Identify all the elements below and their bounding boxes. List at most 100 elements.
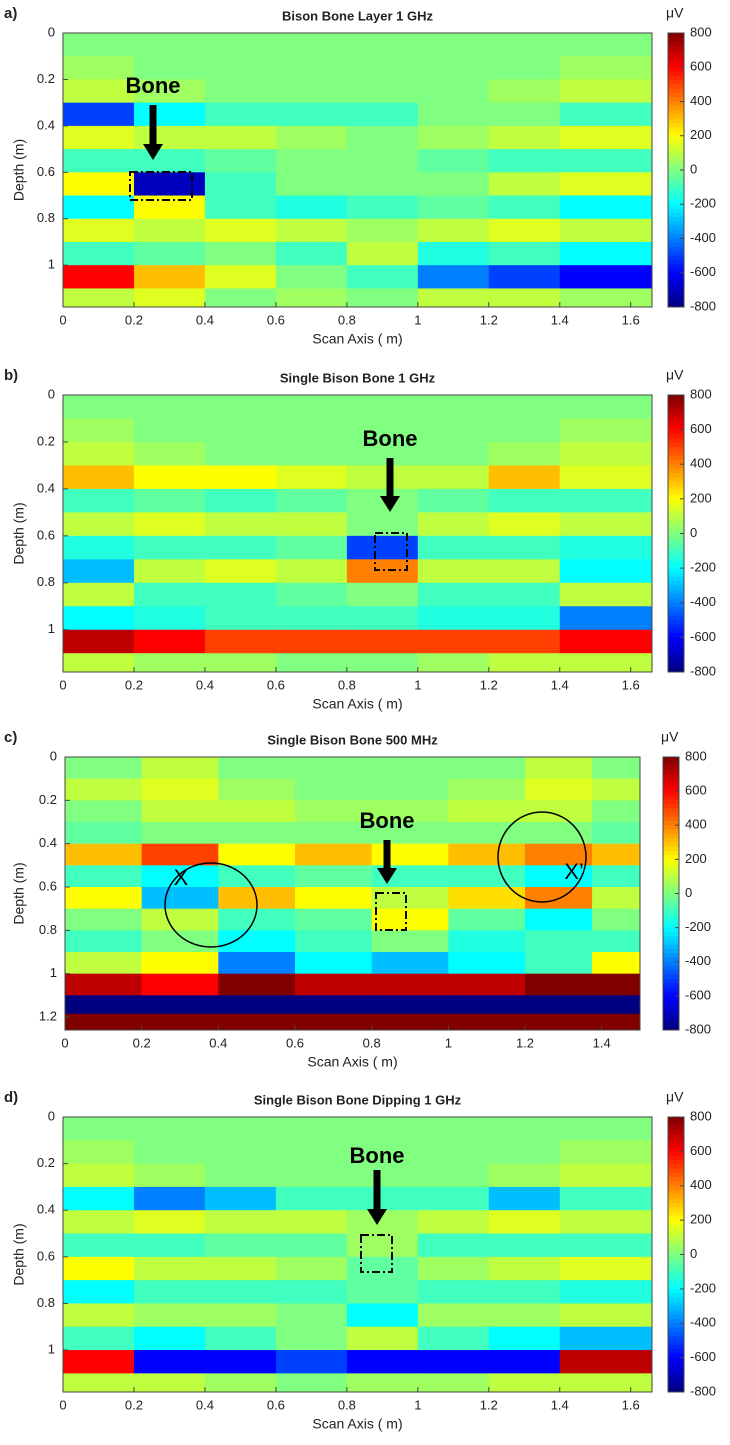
colorbar-swatch xyxy=(663,808,679,813)
chart-title: Single Bison Bone Dipping 1 GHz xyxy=(254,1092,462,1107)
heatmap-cell xyxy=(559,172,653,197)
heatmap-cell xyxy=(204,1233,277,1258)
heatmap-cell xyxy=(63,606,135,631)
colorbar-swatch xyxy=(668,459,684,465)
heatmap-cell xyxy=(559,1373,653,1393)
heatmap-cell xyxy=(346,395,419,419)
colorbar-swatch xyxy=(668,407,684,413)
colorbar-swatch xyxy=(668,289,684,295)
heatmap-cell xyxy=(417,1140,490,1165)
heatmap-cell xyxy=(133,172,206,197)
colorbar-swatch xyxy=(668,559,684,565)
heatmap-cell xyxy=(204,195,277,220)
colorbar-swatch xyxy=(668,1159,684,1165)
colorbar-swatch xyxy=(668,1228,684,1234)
heatmap-cell xyxy=(592,843,641,866)
heatmap-cell xyxy=(346,1233,419,1258)
annotation: Bone xyxy=(363,426,418,451)
y-tick-label: 0.2 xyxy=(37,433,55,448)
colorbar-tick-label: -800 xyxy=(690,663,716,678)
colorbar-swatch xyxy=(668,520,684,526)
heatmap-cell xyxy=(592,995,641,1015)
x-tick-label: 1.2 xyxy=(480,312,498,327)
heatmap-cell xyxy=(559,288,653,308)
colorbar-swatch xyxy=(663,991,679,997)
heatmap-cell xyxy=(204,1140,277,1165)
heatmap-cell xyxy=(275,33,348,57)
heatmap-cell xyxy=(63,102,135,127)
colorbar-swatch xyxy=(668,161,684,167)
colorbar-tick-label: 800 xyxy=(685,748,707,763)
heatmap-cell xyxy=(488,395,561,419)
heatmap-cell xyxy=(346,1186,419,1211)
colorbar-swatch xyxy=(668,264,684,269)
colorbar-swatch xyxy=(668,92,684,98)
colorbar-swatch xyxy=(668,524,684,530)
colorbar-swatch xyxy=(668,272,684,278)
colorbar-swatch xyxy=(663,923,679,929)
heatmap-cell xyxy=(133,1186,206,1211)
colorbar-swatch xyxy=(668,633,684,638)
colorbar-swatch xyxy=(668,1241,684,1247)
heatmap-cell xyxy=(346,149,419,173)
heatmap-cell xyxy=(488,79,561,104)
colorbar-swatch xyxy=(663,791,679,796)
heatmap-cell xyxy=(275,56,348,80)
colorbar-swatch xyxy=(668,1245,684,1251)
colorbar-swatch xyxy=(668,537,684,543)
colorbar-swatch xyxy=(668,88,684,94)
colorbar-tick-label: 800 xyxy=(690,386,712,401)
colorbar-swatch xyxy=(668,589,684,595)
colorbar-swatch xyxy=(668,187,684,192)
heatmap-cell xyxy=(204,1326,277,1351)
x-tick-label: 0.8 xyxy=(338,677,356,692)
heatmap-cell xyxy=(371,800,449,823)
heatmap-cell xyxy=(525,778,593,801)
colorbar-swatch xyxy=(668,1258,684,1264)
heatmap-cell xyxy=(141,908,219,931)
heatmap-cell xyxy=(141,865,219,888)
colorbar-tick-label: 800 xyxy=(690,1108,712,1123)
panel-label: c) xyxy=(4,729,17,746)
heatmap-cell xyxy=(133,535,206,560)
heatmap-cell xyxy=(346,1163,419,1188)
colorbar-swatch xyxy=(668,412,684,418)
colorbar-swatch xyxy=(668,1233,684,1238)
colorbar-swatch xyxy=(668,84,684,90)
heatmap-cell xyxy=(592,908,641,931)
heatmap-cell xyxy=(275,1233,348,1258)
heatmap-cell xyxy=(63,535,135,560)
colorbar-swatch xyxy=(668,1361,684,1367)
y-tick-label: 0.2 xyxy=(37,1155,55,1170)
colorbar-tick-label: 0 xyxy=(690,525,697,540)
heatmap-cell xyxy=(295,973,373,996)
colorbar-swatch xyxy=(668,1117,684,1122)
heatmap-cell xyxy=(275,512,348,537)
colorbar-swatch xyxy=(668,1271,684,1277)
heatmap-cell xyxy=(417,1186,490,1211)
panel: 0 0.2 0.4 0.6 0.8 1 1.2 1.4 0 0.2 0.4 0.6 0.8 1 1.2 c) S… xyxy=(4,729,711,1070)
heatmap-cell xyxy=(63,1373,135,1393)
heatmap-cell xyxy=(592,865,641,888)
colorbar-swatch xyxy=(668,1138,684,1144)
heatmap-cell xyxy=(592,973,641,996)
colorbar-swatch xyxy=(663,1021,679,1027)
heatmap-cell xyxy=(346,582,419,607)
panel: 0 0.2 0.4 0.6 0.8 1 1.2 1.4 1.6 0 0.2 0.4 0.6 0.8 1 d) S… xyxy=(4,1089,716,1432)
heatmap-cell xyxy=(133,1117,206,1141)
colorbar-swatch xyxy=(663,829,679,835)
heatmap-cell xyxy=(275,241,348,266)
y-axis-label: Depth (m) xyxy=(11,139,27,201)
heatmap-cell xyxy=(133,1280,206,1304)
colorbar-swatch xyxy=(668,122,684,128)
colorbar-tick-label: 200 xyxy=(690,127,712,142)
colorbar-swatch xyxy=(668,75,684,81)
heatmap-cell xyxy=(488,218,561,243)
axes-frame xyxy=(62,394,653,673)
heatmap-cell xyxy=(218,973,296,996)
x-tick-label: 1.4 xyxy=(551,312,569,327)
colorbar-swatch xyxy=(668,174,684,180)
colorbar-swatch xyxy=(668,555,684,560)
colorbar-swatch xyxy=(663,838,679,843)
heatmap-cell xyxy=(218,843,296,866)
